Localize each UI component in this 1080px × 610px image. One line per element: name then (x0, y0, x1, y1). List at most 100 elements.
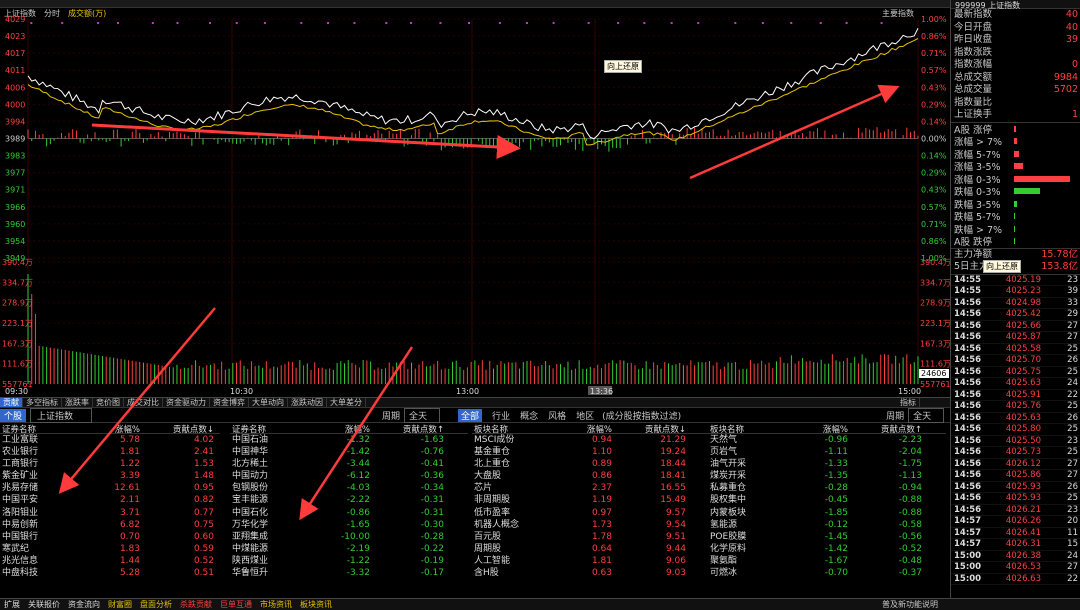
table-row[interactable]: 可燃冰 -0.70 -0.37 (708, 567, 946, 579)
table-row[interactable]: 油气开采 -1.33 -1.75 (708, 458, 946, 470)
table-row[interactable]: 中易创新 6.82 0.75 (0, 519, 220, 531)
mode-label[interactable]: 分时 (44, 9, 60, 18)
column-header[interactable]: 涨幅% (822, 425, 848, 435)
table-row[interactable]: 人工智能 1.81 9.06 (472, 555, 710, 567)
tab-item[interactable]: 竞价图 (93, 398, 124, 407)
status-item[interactable]: 盘面分析 (140, 600, 172, 609)
column-header[interactable]: 贡献点数↑ (880, 425, 922, 435)
table-row[interactable]: 大盘股 0.86 18.41 (472, 470, 710, 482)
tick-volume: 20 (1067, 516, 1078, 526)
table-row[interactable]: 中国平安 2.11 0.82 (0, 494, 220, 506)
indicator-tab[interactable]: 指标 (897, 398, 920, 407)
table-row[interactable]: 天然气 -0.96 -2.23 (708, 434, 946, 446)
status-bar[interactable]: 扩展 关联报价 资金流向 财富圈 盘面分析 杀跌贡献 巨单互通 市场资讯 板块资讯 普及新功能说明 (0, 598, 1080, 610)
table-row[interactable]: 百元股 1.78 9.51 (472, 531, 710, 543)
filter-tab[interactable]: 全部 (458, 409, 483, 422)
table-row[interactable]: 中国石化 -0.86 -0.31 (230, 507, 468, 519)
column-header[interactable]: 证券名称 (2, 425, 37, 433)
table-row[interactable]: POE胶膜 -1.45 -0.56 (708, 531, 946, 543)
status-right[interactable]: 普及新功能说明 (882, 600, 938, 609)
tab-item[interactable]: 资金博弈 (210, 398, 249, 407)
table-row[interactable]: 页岩气 -1.11 -2.04 (708, 446, 946, 458)
column-header[interactable]: 贡献点数↑ (402, 425, 444, 435)
tab-item[interactable]: 贡献 (0, 398, 23, 407)
tab-item[interactable]: 多空指标 (23, 398, 62, 407)
table-row[interactable]: 机器人概念 1.73 9.54 (472, 519, 710, 531)
tab-item[interactable]: 涨跌动因 (288, 398, 327, 407)
tick-volume: 25 (1067, 366, 1078, 377)
tab-item[interactable]: 大单差分 (327, 398, 366, 407)
table-row[interactable]: 化学原料 -1.42 -0.52 (708, 543, 946, 555)
status-item[interactable]: 巨单互通 (220, 600, 252, 609)
table-row[interactable]: 北上重仓 0.89 18.44 (472, 458, 710, 470)
main-index-button[interactable]: 主要指数 (882, 9, 914, 18)
filter-tab[interactable]: 行业 (492, 412, 511, 422)
table-row[interactable]: 北方稀土 -3.44 -0.41 (230, 458, 468, 470)
restore-label[interactable]: 向上还原 (604, 60, 642, 73)
column-header[interactable]: 板块名称 (474, 425, 509, 433)
table-row[interactable]: 非周期股 1.19 15.49 (472, 494, 710, 506)
top-toolbar[interactable] (0, 0, 950, 8)
table-row[interactable]: 芯片 2.37 16.55 (472, 482, 710, 494)
table-row[interactable]: 寒武纪 1.83 0.59 (0, 543, 220, 555)
table-row[interactable]: 中国动力 -6.12 -0.36 (230, 470, 468, 482)
period-select-2[interactable]: 全天 (908, 408, 945, 423)
table-row[interactable]: 中盘科技 5.28 0.51 (0, 567, 220, 579)
index-select[interactable]: 上证指数 (30, 408, 93, 423)
table-row[interactable]: 煤炭开采 -1.35 -1.13 (708, 470, 946, 482)
table-row[interactable]: 陕西煤业 -1.22 -0.19 (230, 555, 468, 567)
table-row[interactable]: 亚翔集成 -10.00 -0.28 (230, 531, 468, 543)
column-header[interactable]: 涨幅% (114, 425, 140, 435)
filter-tab[interactable]: 地区 (576, 412, 595, 422)
column-header[interactable]: 证券名称 (232, 425, 267, 433)
status-item[interactable]: 杀跌贡献 (180, 600, 212, 609)
tab-item[interactable]: 成交对比 (124, 398, 163, 407)
table-row[interactable]: 低市盈率 0.97 9.57 (472, 507, 710, 519)
table-row[interactable]: 基金重仓 1.10 19.24 (472, 446, 710, 458)
status-item[interactable]: 市场资讯 (260, 600, 292, 609)
table-row[interactable]: 包钢股份 -4.03 -0.34 (230, 482, 468, 494)
period-select[interactable]: 全天 (404, 408, 441, 423)
column-header[interactable]: 板块名称 (710, 425, 745, 433)
column-header[interactable]: 涨幅% (344, 425, 370, 435)
table-row[interactable]: MSCI成份 0.94 21.29 (472, 434, 710, 446)
status-item[interactable]: 资金流向 (68, 600, 100, 609)
status-item[interactable]: 关联报价 (28, 600, 60, 609)
table-row[interactable]: 紫金矿业 3.39 1.48 (0, 470, 220, 482)
filter-tab[interactable]: 风格 (548, 412, 567, 422)
table-row[interactable]: 兆易存储 12.61 0.95 (0, 482, 220, 494)
table-row[interactable]: 农业银行 1.81 2.41 (0, 446, 220, 458)
table-row[interactable]: 股权集中 -0.45 -0.88 (708, 494, 946, 506)
table-row[interactable]: 私募重仓 -0.28 -0.94 (708, 482, 946, 494)
column-header[interactable]: 贡献点数↓ (644, 425, 686, 435)
table-row[interactable]: 氢能源 -0.12 -0.58 (708, 519, 946, 531)
table-row[interactable]: 工业富联 5.78 4.02 (0, 434, 220, 446)
table-row[interactable]: 中国石油 -1.32 -1.63 (230, 434, 468, 446)
filter-tab[interactable]: 概念 (520, 412, 539, 422)
status-item[interactable]: 财富圈 (108, 600, 132, 609)
restore-label-2[interactable]: 向上还原 (983, 260, 1021, 273)
column-header[interactable]: 贡献点数↓ (172, 425, 214, 435)
tab-item[interactable]: 大单动向 (249, 398, 288, 407)
table-row[interactable]: 中国银行 0.70 0.60 (0, 531, 220, 543)
table-row[interactable]: 洛阳钼业 3.71 0.77 (0, 507, 220, 519)
tab-item[interactable]: 涨跌率 (62, 398, 93, 407)
table-row[interactable]: 内蒙板块 -1.85 -0.88 (708, 507, 946, 519)
tick-time: 14:56 (954, 458, 982, 469)
table-row[interactable]: 万华化学 -1.65 -0.30 (230, 519, 468, 531)
tab-item[interactable]: 资金驱动力 (163, 398, 210, 407)
table-row[interactable]: 兆光信息 1.44 0.52 (0, 555, 220, 567)
table-row[interactable]: 含H股 0.63 9.03 (472, 567, 710, 579)
status-item[interactable]: 板块资讯 (300, 600, 332, 609)
bottom-tabs[interactable]: 贡献 多空指标 涨跌率 竞价图 成交对比 资金驱动力 资金博弈 大单动向 涨跌动因 大单差分 指标 (0, 397, 950, 408)
table-row[interactable]: 宝丰能源 -2.22 -0.31 (230, 494, 468, 506)
table-row[interactable]: 周期股 0.64 9.44 (472, 543, 710, 555)
table-row[interactable]: 工商银行 1.22 1.53 (0, 458, 220, 470)
status-item[interactable]: 扩展 (4, 600, 20, 609)
table-row[interactable]: 中国神华 -1.42 -0.76 (230, 446, 468, 458)
table-row[interactable]: 中煤能源 -2.19 -0.22 (230, 543, 468, 555)
column-header[interactable]: 涨幅% (586, 425, 612, 435)
table-row[interactable]: 聚氨酯 -1.67 -0.48 (708, 555, 946, 567)
table-row[interactable]: 华鲁恒升 -3.32 -0.17 (230, 567, 468, 579)
stock-tab[interactable]: 个股 (0, 409, 27, 422)
